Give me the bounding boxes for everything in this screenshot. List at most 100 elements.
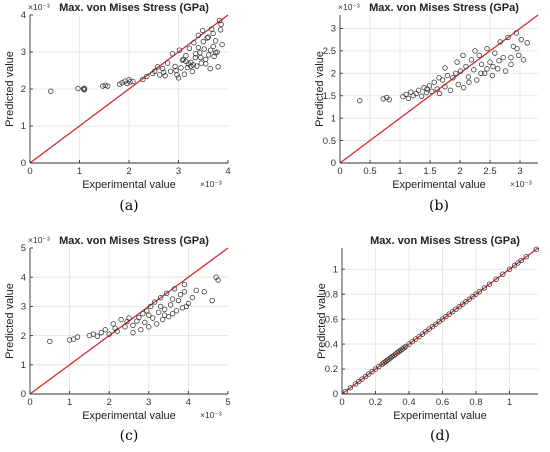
data-point: [194, 63, 200, 69]
data-point: [463, 298, 469, 305]
data-point: [198, 54, 204, 61]
data-point: [164, 60, 171, 66]
data-point: [159, 316, 166, 323]
x-tick-label: 2: [457, 166, 462, 177]
data-point: [497, 39, 503, 45]
data-point: [518, 36, 524, 43]
data-point: [423, 328, 429, 335]
data-point: [201, 46, 207, 52]
data-point: [118, 316, 124, 323]
y-tick-label: 0: [333, 389, 338, 400]
x-tick-label: 1.5: [423, 166, 436, 177]
x-tick-label: 0.6: [436, 397, 449, 408]
y-exponent-label: ×10⁻³: [338, 2, 360, 12]
data-point: [444, 72, 451, 79]
data-point: [138, 327, 144, 333]
data-point: [502, 68, 509, 74]
data-point: [81, 85, 88, 91]
data-point: [106, 331, 112, 337]
x-tick-label: 0.4: [402, 397, 415, 408]
y-exponent-label: ×10⁻³: [28, 2, 50, 12]
panel-c: 00 1 1 2 2 3 3 4 4 5 5 Max. von Mises Stress (GPa) ×…: [4, 235, 231, 444]
data-point: [218, 21, 224, 27]
data-point: [167, 68, 174, 74]
x-tick-label: 4: [225, 166, 230, 177]
y-tick-label: 0: [331, 158, 336, 169]
data-point: [397, 347, 404, 353]
data-point: [181, 289, 188, 295]
panel-caption: (c): [120, 428, 139, 444]
data-point: [181, 71, 188, 77]
data-point: [486, 281, 493, 287]
data-point: [386, 97, 392, 103]
data-point: [159, 65, 166, 72]
data-point: [405, 95, 412, 102]
data-point: [455, 81, 461, 88]
data-point: [140, 76, 146, 83]
data-point: [130, 78, 136, 85]
data-point: [162, 73, 168, 79]
data-point: [146, 312, 152, 318]
x-tick-label: 0: [337, 166, 342, 177]
data-point: [478, 61, 485, 68]
data-point: [505, 34, 511, 41]
data-point: [446, 311, 452, 317]
data-point: [105, 83, 111, 89]
data-point: [459, 301, 466, 307]
data-point: [456, 303, 462, 310]
data-point: [426, 83, 433, 89]
data-point: [183, 53, 189, 59]
x-exponent-label: ×10⁻³: [510, 179, 532, 189]
data-point: [208, 47, 214, 53]
data-point: [516, 52, 522, 59]
data-point: [152, 299, 158, 305]
data-point: [163, 290, 170, 296]
panel-d: 00 0.2 0.2 0.4 0.4 0.6 0.6 0.8 0.8 1 1 Max. von Mis…: [316, 235, 539, 444]
data-point: [94, 333, 100, 339]
data-point: [342, 388, 349, 395]
data-point: [75, 85, 81, 92]
y-tick-label: 5: [21, 243, 26, 254]
data-point: [211, 53, 217, 60]
data-point: [181, 281, 188, 288]
data-point: [454, 59, 460, 65]
data-point: [372, 366, 379, 372]
data-point: [476, 289, 483, 295]
data-point: [382, 358, 389, 365]
data-point: [127, 79, 133, 85]
data-point: [423, 89, 430, 96]
data-point: [178, 65, 184, 71]
data-point: [508, 54, 514, 61]
data-point: [362, 373, 369, 380]
data-point: [457, 68, 464, 74]
data-point: [399, 346, 405, 352]
data-point: [148, 303, 154, 310]
data-point: [161, 312, 168, 318]
reference-line: [339, 14, 539, 164]
data-point: [144, 308, 150, 314]
y-tick-label: 0.8: [325, 289, 338, 300]
data-point: [184, 64, 191, 71]
data-point: [356, 378, 362, 385]
data-point: [190, 62, 197, 68]
panel-caption: (a): [119, 198, 138, 214]
data-point: [442, 65, 448, 71]
data-point: [408, 89, 414, 95]
data-point: [347, 385, 354, 391]
data-point: [158, 294, 164, 301]
chart-title: Max. von Mises Stress (GPa): [370, 235, 520, 247]
data-point: [219, 41, 225, 48]
y-tick-label: 2: [331, 69, 336, 80]
data-point: [217, 27, 224, 33]
y-tick-label: 4: [21, 10, 26, 21]
x-tick-label: 0.8: [469, 397, 482, 408]
data-point: [130, 322, 136, 329]
data-point: [511, 262, 518, 269]
data-point: [466, 296, 472, 302]
data-point: [520, 57, 527, 63]
data-point: [474, 77, 480, 83]
data-point: [74, 334, 81, 340]
y-tick-label: 2: [21, 331, 26, 342]
data-point: [376, 363, 382, 370]
data-point: [469, 293, 476, 300]
